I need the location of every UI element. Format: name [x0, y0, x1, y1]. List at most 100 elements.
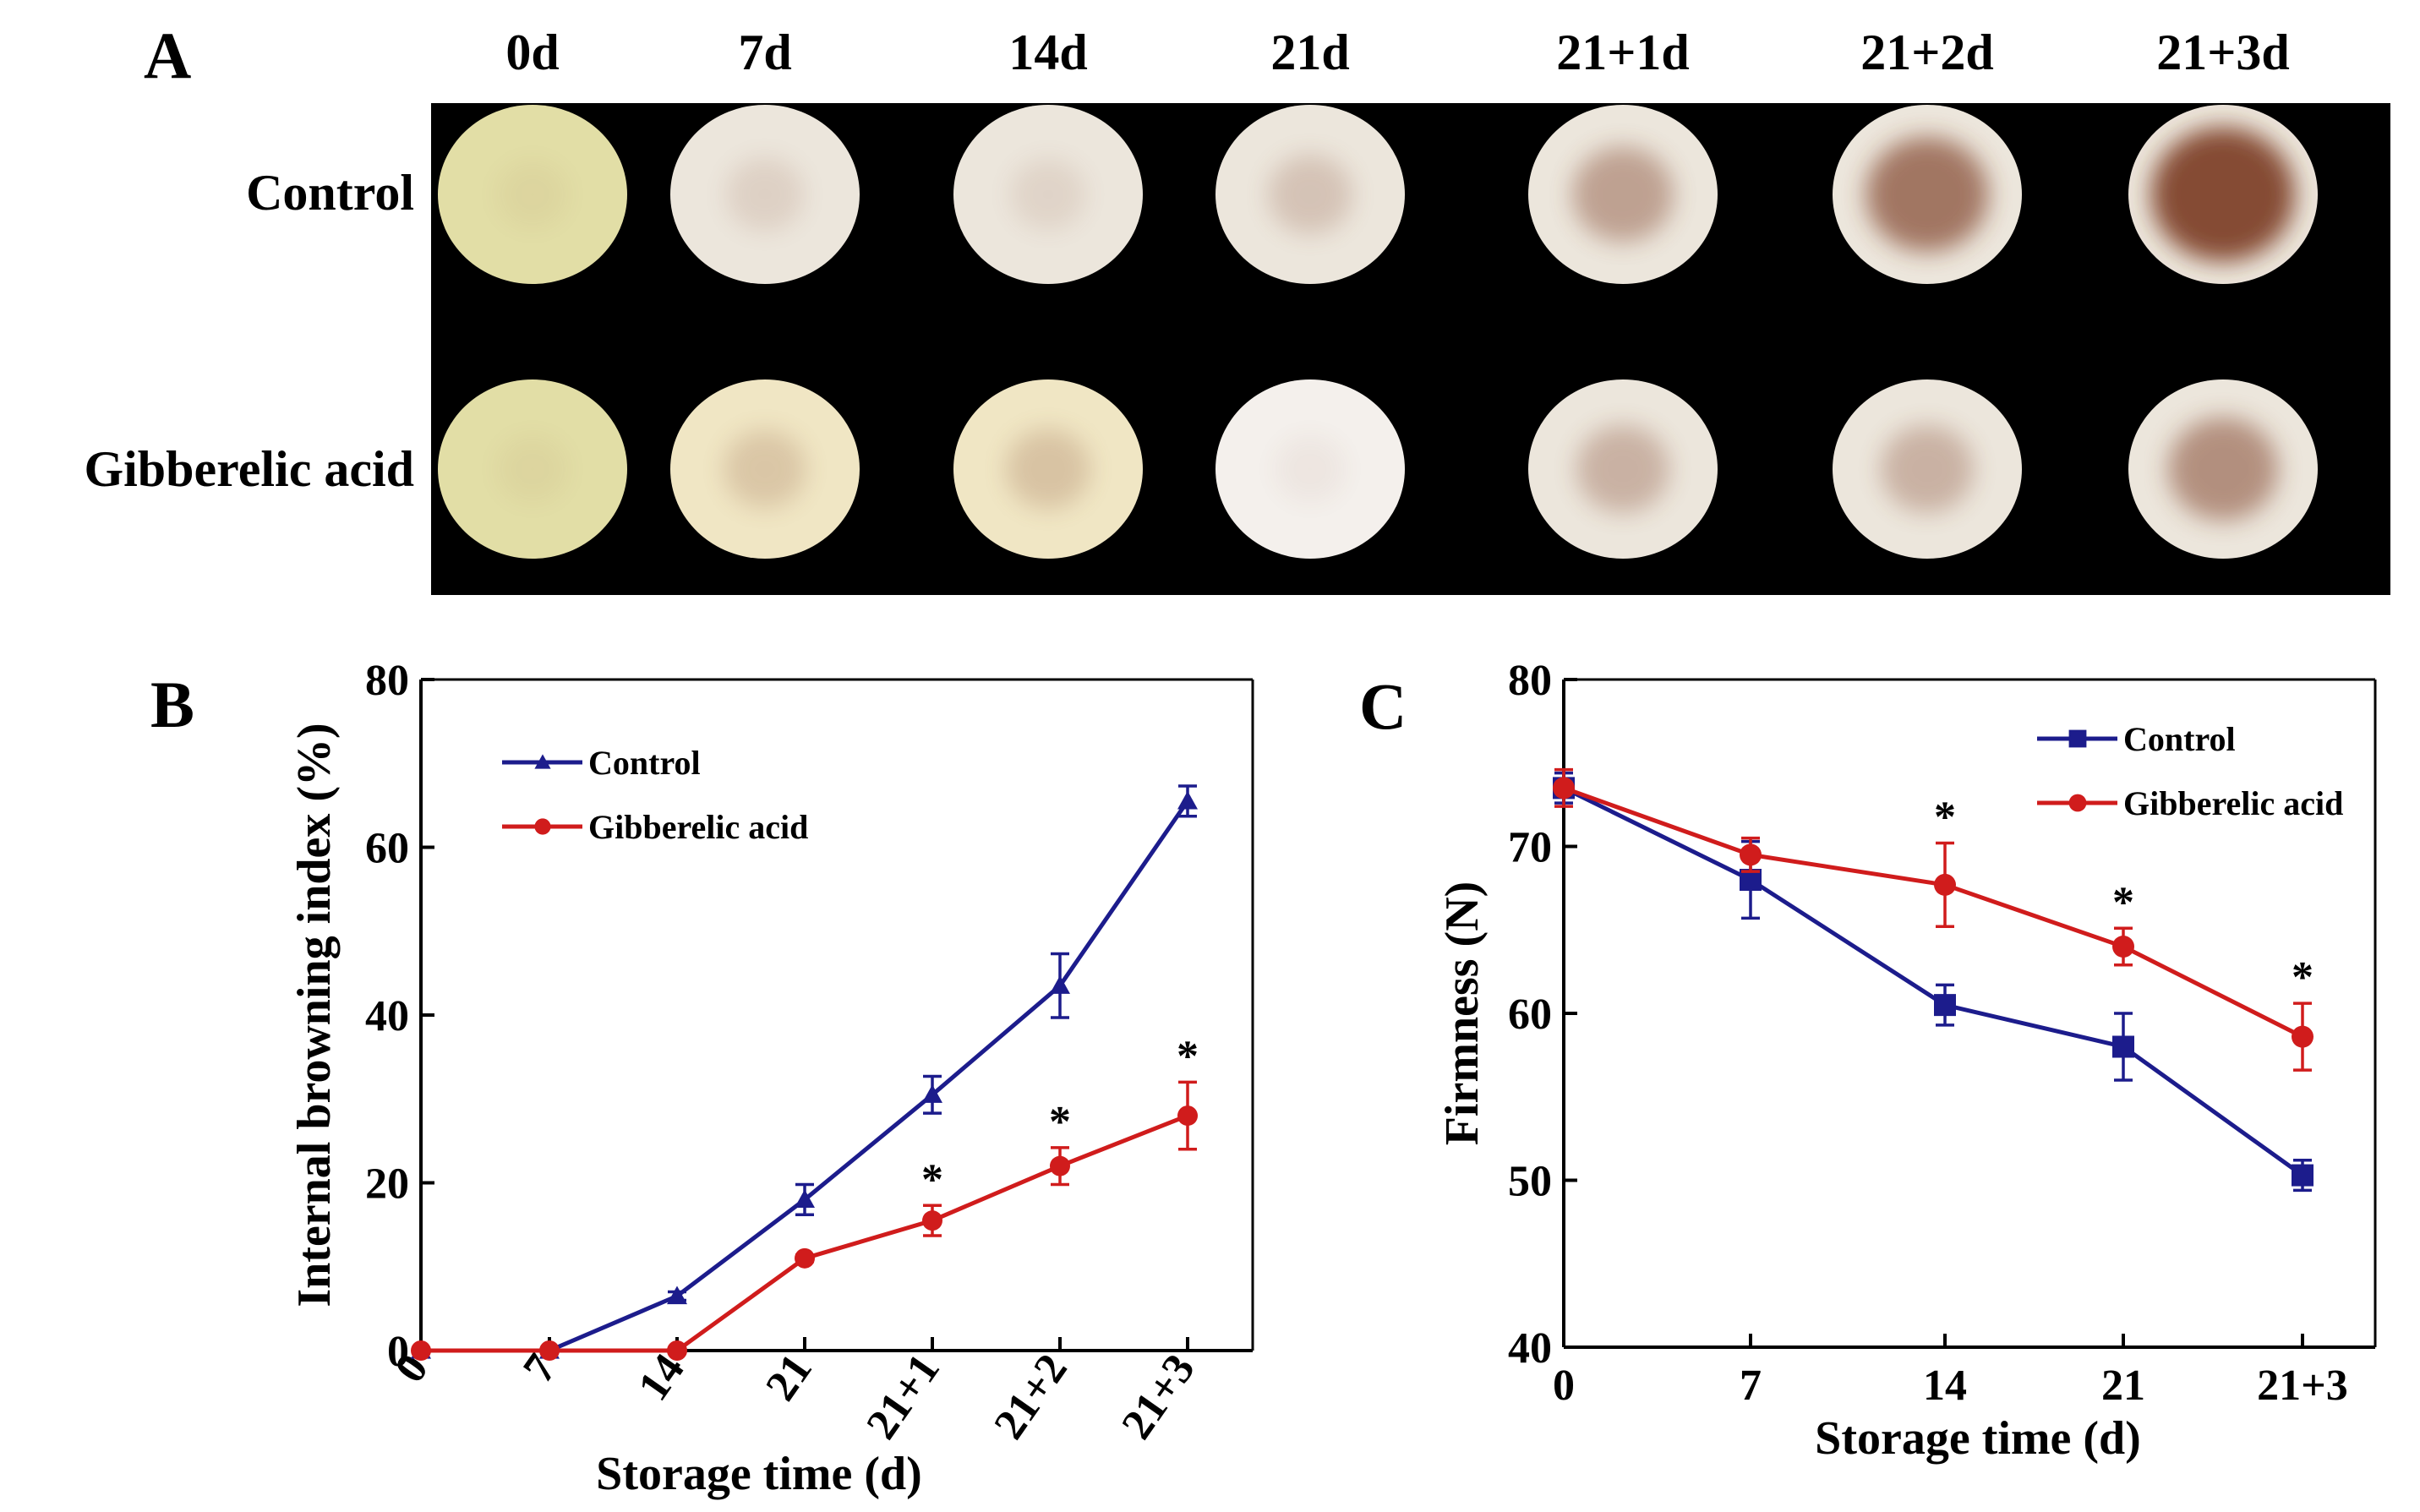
- significance-star: *: [2112, 878, 2134, 926]
- x-tick-label: 21+3: [2257, 1362, 2348, 1410]
- panel-a-letter: A: [144, 19, 191, 92]
- row-label: Gibberelic acid: [84, 441, 414, 497]
- y-tick-label: 80: [365, 657, 409, 705]
- y-tick-label: 0: [387, 1328, 409, 1376]
- x-axis-label: Storage time (d): [596, 1448, 922, 1500]
- column-label: 0d: [505, 25, 559, 80]
- fruit-slice-browning: [1576, 425, 1669, 513]
- x-tick-label: 21: [757, 1346, 822, 1409]
- data-point-circle: [1740, 843, 1762, 866]
- fruit-slice: [670, 379, 860, 559]
- y-tick-label: 40: [365, 992, 409, 1040]
- data-point-circle: [667, 1340, 687, 1361]
- legend-label: Control: [588, 744, 701, 782]
- data-point-triangle: [795, 1189, 815, 1208]
- fruit-slice: [1215, 379, 1405, 559]
- panel-c-firmness-chart: C 40 50 60 70 80 0 7 14 21 21+3 Storage time (d) Fir…: [1359, 657, 2377, 1465]
- fruit-slice-browning: [1274, 434, 1347, 504]
- x-tick-label: 21+3: [1112, 1346, 1204, 1448]
- column-label: 7d: [738, 25, 791, 80]
- fruit-slice-browning: [1010, 158, 1086, 231]
- x-tick-label: 21+2: [985, 1346, 1076, 1448]
- fruit-slice: [1833, 379, 2022, 559]
- data-point-circle: [2068, 794, 2087, 812]
- data-point-square: [2068, 729, 2087, 748]
- fruit-slice: [2128, 379, 2318, 559]
- data-point-circle: [1934, 873, 1956, 896]
- legend-label: Gibberelic acid: [2123, 784, 2343, 822]
- y-tick-label: 70: [1508, 824, 1552, 872]
- fruit-slice-browning: [1268, 154, 1352, 235]
- data-point-circle: [1177, 1105, 1198, 1127]
- fruit-slice: [1528, 379, 1718, 559]
- series-control: [411, 784, 1198, 1359]
- fruit-slice-browning: [496, 434, 569, 504]
- y-tick-label: 80: [1508, 657, 1552, 705]
- y-tick-label: 40: [1508, 1324, 1552, 1373]
- legend-entry: Gibberelic acid: [502, 808, 808, 846]
- legend-label: Gibberelic acid: [588, 808, 808, 846]
- data-point-circle: [534, 818, 551, 835]
- data-point-circle: [1553, 777, 1575, 800]
- data-point-triangle: [922, 1084, 942, 1103]
- y-tick-label: 20: [365, 1160, 409, 1209]
- x-tick-label: 7: [1740, 1362, 1762, 1410]
- series-gibberelic-acid: [411, 1080, 1198, 1361]
- fruit-slice-browning: [724, 429, 806, 509]
- significance-star: *: [1049, 1098, 1071, 1146]
- data-point-circle: [1050, 1155, 1070, 1176]
- significance-star: *: [921, 1155, 943, 1204]
- fruit-slice-browning: [2168, 418, 2278, 521]
- fruit-slice: [670, 105, 860, 284]
- fruit-slice: [438, 379, 627, 559]
- significance-star: *: [2292, 953, 2313, 1002]
- y-tick-label: 50: [1508, 1158, 1552, 1206]
- fruit-slice: [438, 105, 627, 284]
- x-tick-label: 21: [2101, 1362, 2145, 1410]
- y-tick-label: 60: [1508, 991, 1552, 1039]
- y-axis-label: Internal browning index (%): [288, 723, 341, 1307]
- y-axis-label: Firmness (N): [1436, 882, 1489, 1146]
- fruit-slice-browning: [496, 160, 569, 229]
- legend-entry: Gibberelic acid: [2037, 784, 2343, 822]
- panel-letter: C: [1359, 669, 1407, 743]
- column-label: 21+2d: [1860, 25, 1994, 80]
- fruit-slice-browning: [1006, 428, 1090, 510]
- fruit-slice-browning: [2151, 127, 2295, 262]
- data-point-circle: [922, 1210, 942, 1231]
- fruit-slice: [1833, 105, 2022, 284]
- x-tick-label: 14: [1923, 1362, 1967, 1410]
- data-point-circle: [539, 1340, 560, 1361]
- significance-star: *: [1934, 794, 1956, 842]
- legend-entry: Control: [502, 744, 701, 782]
- fruit-slice: [1215, 105, 1405, 284]
- fruit-slice: [1528, 105, 1718, 284]
- y-tick-label: 60: [365, 825, 409, 873]
- x-tick-label: 21+1: [857, 1346, 948, 1448]
- fruit-slice: [2128, 105, 2318, 284]
- fruit-slice: [953, 105, 1143, 284]
- data-point-triangle: [667, 1285, 687, 1305]
- data-point-circle: [2112, 936, 2134, 958]
- x-axis-label: Storage time (d): [1815, 1412, 2141, 1465]
- data-point-circle: [795, 1247, 815, 1269]
- x-tick-label: 0: [1553, 1362, 1575, 1410]
- series-control: [1553, 771, 2313, 1193]
- column-label: 14d: [1008, 25, 1087, 80]
- series-gibberelic-acid: [1553, 767, 2313, 1072]
- legend-entry: Control: [2037, 720, 2236, 758]
- fruit-slice-browning: [1881, 425, 1974, 513]
- data-point-circle: [2292, 1025, 2313, 1048]
- series-line: [421, 1113, 1188, 1353]
- column-label: 21+1d: [1556, 25, 1690, 80]
- data-point-triangle: [1050, 975, 1070, 994]
- row-label: Control: [246, 165, 414, 221]
- fruit-slice-browning: [726, 157, 804, 232]
- data-point-square: [2292, 1164, 2313, 1187]
- fruit-slice-browning: [1866, 137, 1989, 252]
- data-point-square: [2112, 1035, 2134, 1058]
- fruit-slice: [953, 379, 1143, 559]
- data-point-triangle: [1177, 790, 1198, 810]
